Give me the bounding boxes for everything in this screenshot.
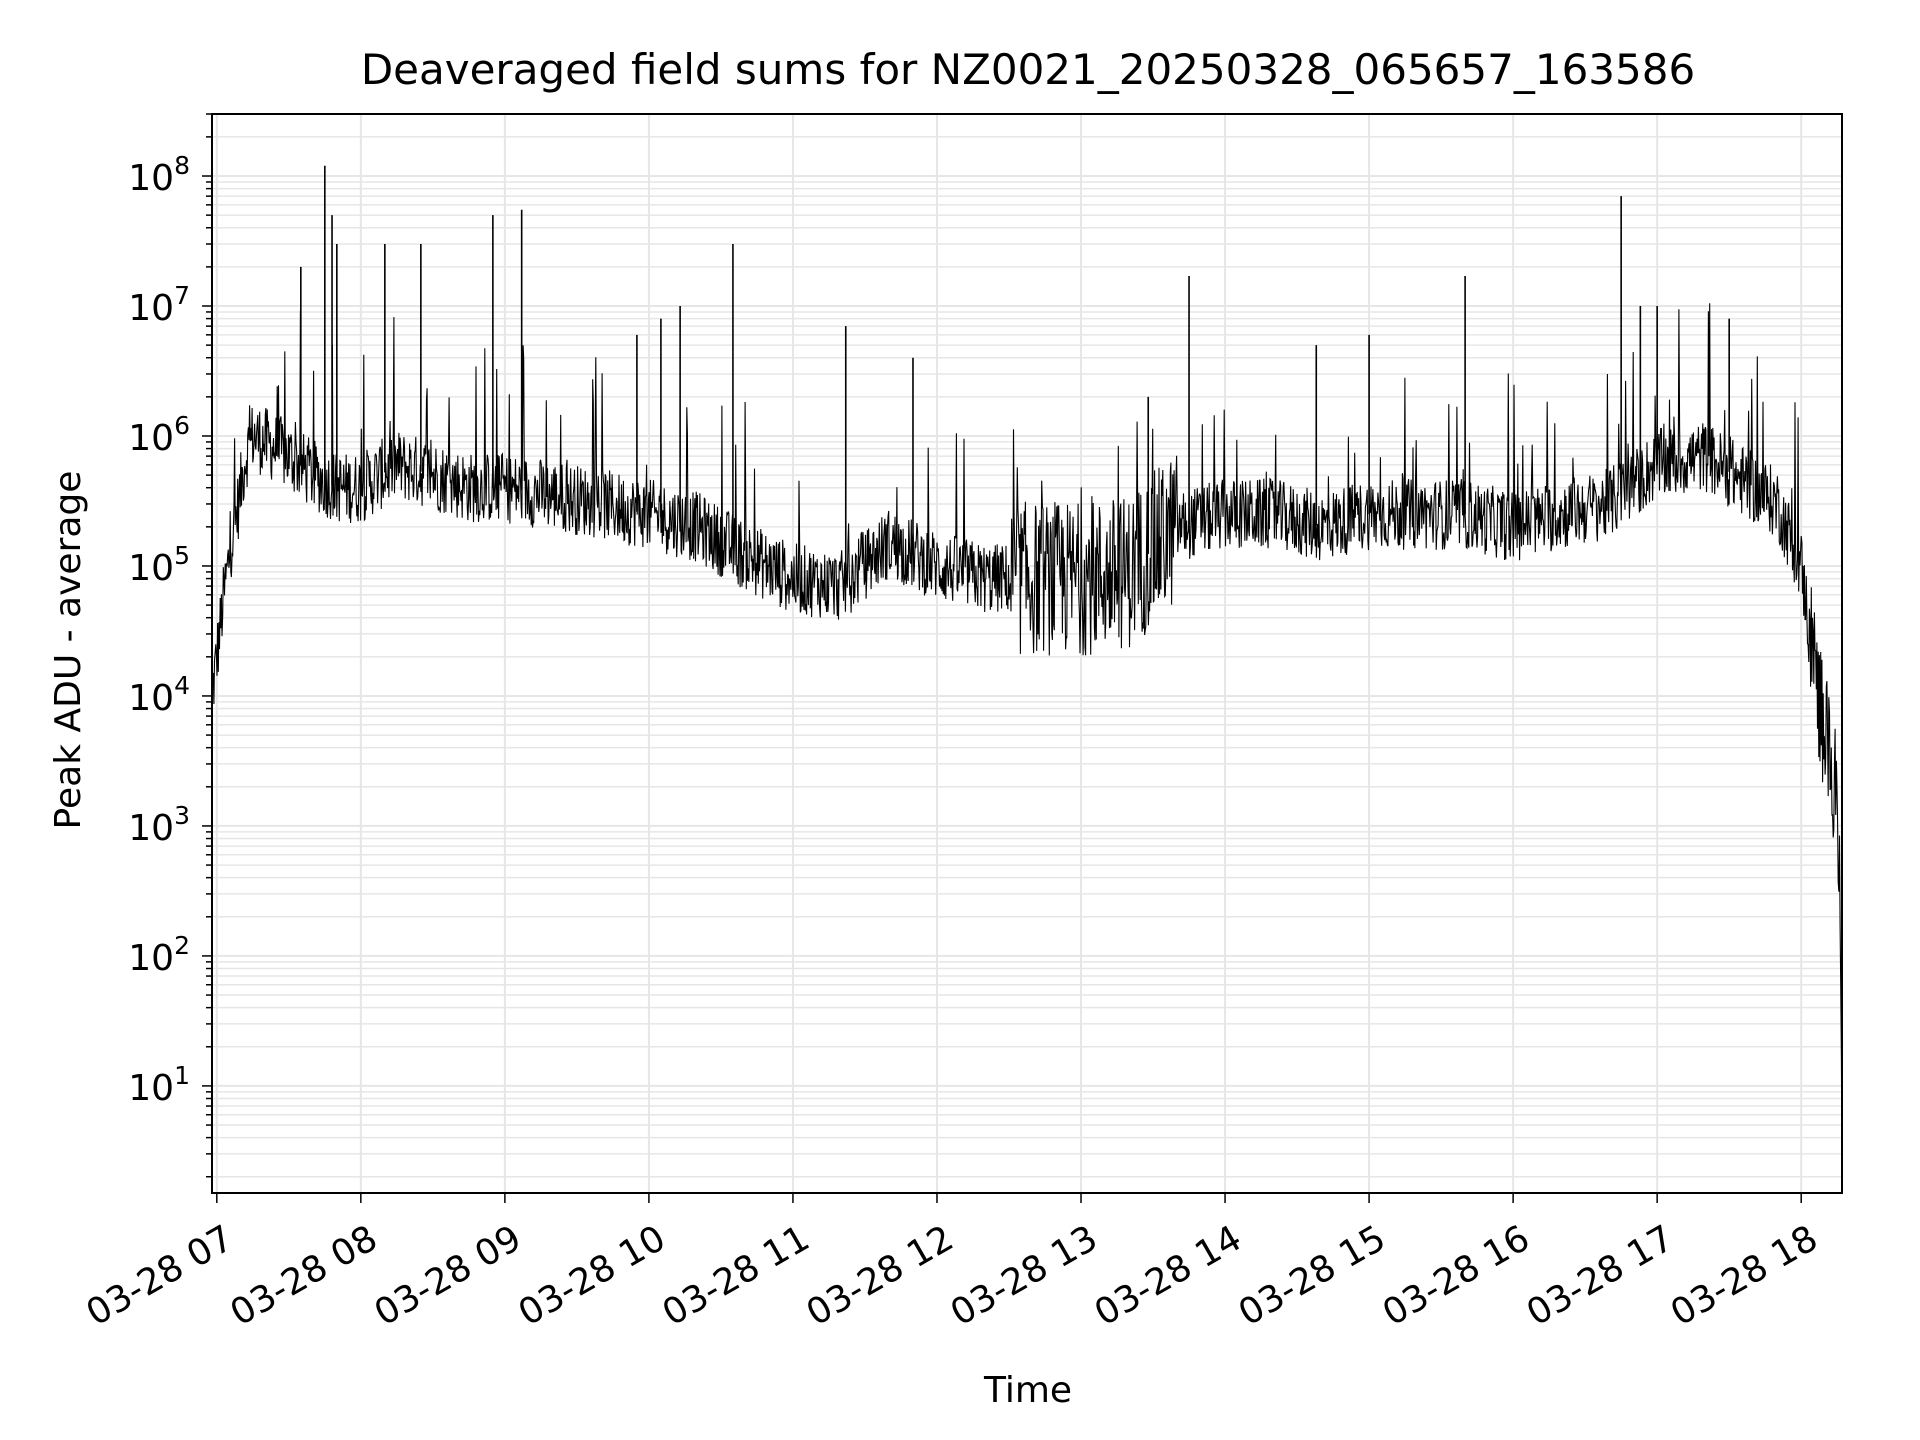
data-series: [211, 165, 1843, 1184]
y-tick-label-exp: 1: [174, 1061, 190, 1090]
y-tick-label-base: 10: [128, 938, 174, 979]
y-tick-label-exp: 6: [174, 411, 190, 440]
data-line: [211, 303, 1843, 1184]
plot-frame: [211, 113, 1843, 1194]
y-tick-label-exp: 8: [174, 151, 190, 180]
y-tick-label: 106: [128, 411, 190, 459]
y-tick-label: 105: [128, 541, 190, 589]
y-tick-label: 108: [128, 151, 190, 199]
y-tick-label-base: 10: [128, 158, 174, 199]
y-tick-label-exp: 7: [174, 281, 190, 310]
y-tick-label-base: 10: [128, 418, 174, 459]
y-tick-label: 103: [128, 801, 190, 849]
y-tick-label-exp: 2: [174, 931, 190, 960]
chart-title: Deaveraged field sums for NZ0021_2025032…: [361, 45, 1695, 94]
y-tick-label-exp: 4: [174, 671, 190, 700]
y-tick-label-base: 10: [128, 678, 174, 719]
y-tick-label-base: 10: [128, 808, 174, 849]
y-tick-label-exp: 3: [174, 801, 190, 830]
y-tick-label: 104: [128, 671, 190, 719]
y-tick-label-base: 10: [128, 548, 174, 589]
y-tick-label-base: 10: [128, 1068, 174, 1109]
y-tick-label-exp: 5: [174, 541, 190, 570]
x-axis-label: Time: [983, 1370, 1072, 1411]
y-tick-label: 107: [128, 281, 190, 329]
y-tick-label: 101: [128, 1061, 190, 1109]
y-tick-label: 102: [128, 931, 190, 979]
y-tick-label-base: 10: [128, 288, 174, 329]
y-axis-label: Peak ADU - average: [48, 471, 89, 830]
